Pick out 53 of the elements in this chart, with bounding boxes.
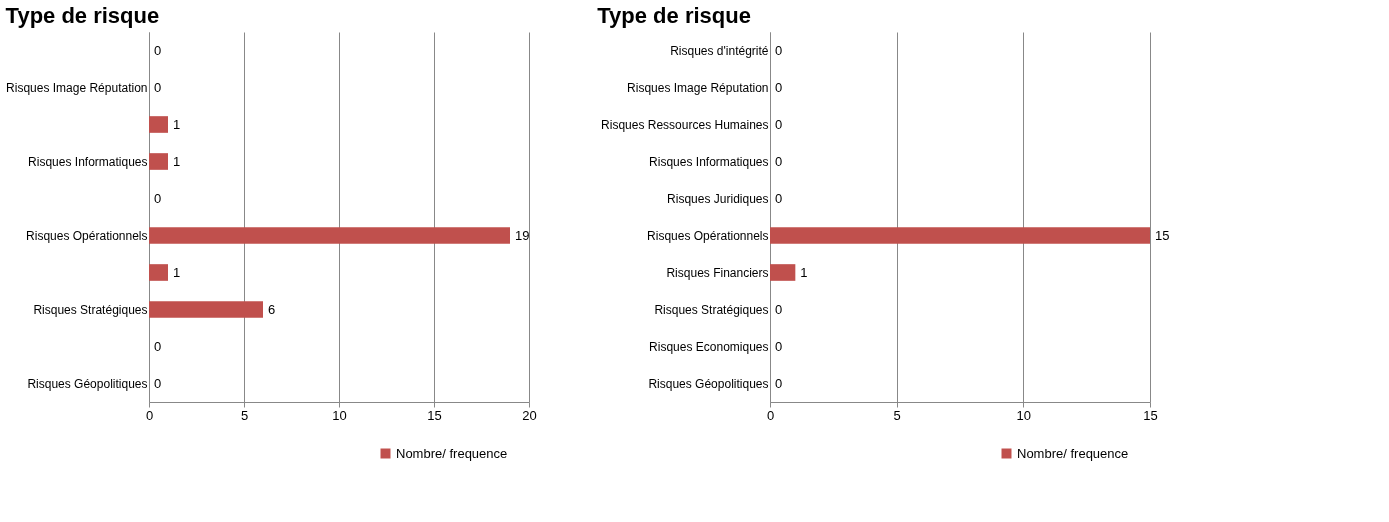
data-label: 19 xyxy=(515,227,530,243)
data-label: 0 xyxy=(775,42,783,58)
y-tick-label: Risques Stratégiques xyxy=(654,302,769,317)
data-label: 0 xyxy=(775,338,783,354)
bar xyxy=(149,227,510,244)
data-label: 0 xyxy=(154,375,162,391)
y-tick-label: Risques Image Réputation xyxy=(627,80,769,95)
legend-label: Nombre/ frequence xyxy=(1017,445,1129,461)
data-label: 0 xyxy=(775,375,783,391)
x-tick-label: 15 xyxy=(427,407,442,423)
data-label: 15 xyxy=(1155,227,1170,243)
bar xyxy=(149,153,168,170)
bar xyxy=(149,116,168,133)
data-label: 0 xyxy=(775,301,783,317)
chart-title: Type de risque xyxy=(597,3,751,28)
y-tick-label: Risques Stratégiques xyxy=(33,302,148,317)
data-label: 1 xyxy=(173,116,181,132)
y-tick-label: Risques Opérationnels xyxy=(647,228,769,243)
bar xyxy=(149,264,168,281)
x-tick-label: 20 xyxy=(522,407,537,423)
y-tick-label: Risques Juridiques xyxy=(667,191,769,206)
y-tick-label: Risques Image Réputation xyxy=(6,80,148,95)
data-label: 0 xyxy=(154,42,162,58)
x-tick-label: 10 xyxy=(332,407,347,423)
y-tick-label: Risques Ressources Humaines xyxy=(601,117,769,132)
data-label: 0 xyxy=(775,116,783,132)
data-label: 1 xyxy=(173,153,181,169)
chart-title: Type de risque xyxy=(5,3,160,28)
x-tick-label: 10 xyxy=(1016,407,1032,423)
legend-label: Nombre/ frequence xyxy=(396,445,508,461)
data-label: 1 xyxy=(173,264,181,280)
x-tick-label: 15 xyxy=(1143,407,1158,423)
data-label: 1 xyxy=(800,264,808,280)
y-tick-label: Risques Géopolitiques xyxy=(648,376,769,391)
x-tick-label: 5 xyxy=(240,407,249,423)
data-label: 0 xyxy=(154,79,162,95)
data-label: 0 xyxy=(775,79,783,95)
y-tick-label: Risques Financiers xyxy=(666,265,769,280)
y-tick-label: Risques Informatiques xyxy=(649,154,769,169)
y-tick-label: Risques d'intégrité xyxy=(670,43,769,58)
x-tick-label: 5 xyxy=(893,407,901,423)
x-tick-label: 0 xyxy=(145,407,154,423)
y-tick-label: Risques Géopolitiques xyxy=(27,376,148,391)
x-tick-label: 0 xyxy=(766,407,775,423)
data-label: 0 xyxy=(154,190,162,206)
y-tick-label: Risques Informatiques xyxy=(28,154,148,169)
data-label: 6 xyxy=(268,301,276,317)
data-label: 0 xyxy=(154,338,162,354)
data-label: 0 xyxy=(775,190,783,206)
y-tick-label: Risques Economiques xyxy=(649,339,769,354)
bar xyxy=(149,301,263,318)
data-label: 0 xyxy=(775,153,783,169)
y-tick-label: Risques Opérationnels xyxy=(26,228,148,243)
